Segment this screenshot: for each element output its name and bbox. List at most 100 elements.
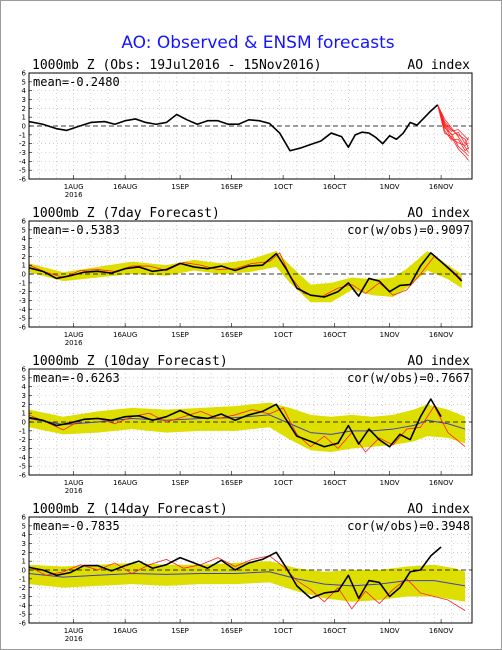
ensmean-line: [28, 571, 466, 587]
y-tick-label: 1: [22, 114, 26, 122]
correlation-label: cor(w/obs)=0.7667: [347, 371, 470, 385]
y-tick-label: 5: [22, 78, 26, 86]
y-tick-label: -3: [19, 445, 26, 453]
forecast-member-line: [437, 104, 469, 153]
y-tick-label: -5: [19, 463, 26, 471]
x-tick-label: 16NOV: [429, 627, 454, 635]
x-tick-label: 1OCT: [274, 331, 294, 339]
y-tick-label: 1: [22, 410, 26, 418]
y-tick-label: 4: [22, 87, 27, 95]
y-tick-label: 6: [22, 70, 27, 78]
y-tick-label: -4: [19, 306, 27, 314]
forecast-member-line: [437, 104, 469, 146]
x-tick-label: 16NOV: [429, 331, 454, 339]
panel-4: 1000mb Z (14day Forecast) AO index mean=-0…: [19, 502, 473, 643]
x-tick-label: 16AUG: [113, 627, 137, 635]
x-tick-label: 1NOV: [380, 479, 400, 487]
y-tick-label: 0: [22, 271, 26, 279]
panel-title: 1000mb Z (10day Forecast): [32, 354, 228, 369]
panel-title: 1000mb Z (7day Forecast): [32, 206, 220, 221]
x-tick-label: 16AUG: [113, 479, 137, 487]
y-tick-label: 0: [22, 567, 26, 575]
y-tick-label: -1: [19, 131, 26, 139]
observed-line: [28, 398, 442, 448]
x-tick-label: 16OCT: [323, 183, 347, 191]
observed-line: [28, 546, 442, 600]
panel-3: 1000mb Z (10day Forecast) AO index mean=-0…: [19, 354, 473, 495]
y-tick-label: 2: [22, 401, 26, 409]
x-tick-label: 16SEP: [221, 183, 243, 191]
y-tick-label: 3: [22, 96, 26, 104]
forecast-member-line: [437, 104, 469, 141]
y-tick-label: -5: [19, 611, 26, 619]
x-tick-label: 1OCT: [274, 627, 294, 635]
forecast-line: [28, 252, 462, 298]
panel-index-label: AO index: [407, 58, 470, 73]
mean-label: mean=-0.2480: [33, 75, 120, 89]
y-tick-label: -2: [19, 288, 26, 296]
forecast-line: [28, 405, 466, 453]
y-tick-label: -6: [19, 176, 27, 184]
y-tick-label: 6: [22, 514, 27, 522]
y-tick-label: 5: [22, 522, 26, 530]
panel-title: 1000mb Z (14day Forecast): [32, 502, 228, 517]
y-tick-label: -3: [19, 149, 26, 157]
x-tick-label: 1SEP: [171, 479, 189, 487]
x-year-label: 2016: [65, 191, 83, 199]
y-tick-label: 0: [22, 419, 26, 427]
y-tick-label: -5: [19, 315, 26, 323]
x-tick-label: 1NOV: [380, 627, 400, 635]
mean-label: mean=-0.7835: [33, 519, 120, 533]
x-tick-label: 16SEP: [221, 627, 243, 635]
y-tick-label: -1: [19, 575, 26, 583]
y-tick-label: -4: [19, 158, 27, 166]
mean-label: mean=-0.6263: [33, 371, 120, 385]
figure-title: AO: Observed & ENSM forecasts: [121, 33, 394, 53]
y-tick-label: 2: [22, 549, 26, 557]
x-tick-label: 16SEP: [221, 331, 243, 339]
x-tick-label: 1AUG: [64, 479, 84, 487]
correlation-label: cor(w/obs)=0.9097: [347, 223, 470, 237]
y-tick-label: 4: [22, 531, 27, 539]
x-tick-label: 16AUG: [113, 331, 137, 339]
x-tick-label: 1AUG: [64, 183, 84, 191]
x-tick-label: 16OCT: [323, 331, 347, 339]
y-tick-label: -5: [19, 167, 26, 175]
y-tick-label: -6: [19, 324, 27, 332]
x-tick-label: 1SEP: [171, 183, 189, 191]
y-tick-label: -1: [19, 427, 26, 435]
y-tick-label: -4: [19, 454, 27, 462]
x-tick-label: 1NOV: [380, 183, 400, 191]
y-tick-label: 5: [22, 226, 26, 234]
x-year-label: 2016: [65, 635, 83, 643]
y-tick-label: -4: [19, 602, 27, 610]
y-tick-label: -6: [19, 620, 27, 628]
x-tick-label: 16OCT: [323, 627, 347, 635]
y-tick-label: -1: [19, 279, 26, 287]
y-tick-label: 4: [22, 383, 27, 391]
y-tick-label: -3: [19, 593, 26, 601]
observed-line: [28, 104, 439, 152]
x-tick-label: 1OCT: [274, 183, 294, 191]
x-tick-label: 1AUG: [64, 627, 84, 635]
y-tick-label: 3: [22, 392, 26, 400]
y-tick-label: 3: [22, 244, 26, 252]
x-tick-label: 16SEP: [221, 479, 243, 487]
y-tick-label: 2: [22, 253, 26, 261]
mean-label: mean=-0.5383: [33, 223, 120, 237]
y-tick-label: 6: [22, 366, 27, 374]
x-year-label: 2016: [65, 339, 83, 347]
panel-2: 1000mb Z (7day Forecast) AO index mean=-0.…: [19, 206, 473, 347]
y-tick-label: -2: [19, 436, 26, 444]
panel-index-label: AO index: [407, 354, 470, 369]
x-tick-label: 16AUG: [113, 183, 137, 191]
x-tick-label: 1AUG: [64, 331, 84, 339]
y-tick-label: 6: [22, 218, 27, 226]
observed-line: [28, 252, 463, 298]
x-tick-label: 16NOV: [429, 479, 454, 487]
forecast-member-line: [437, 104, 469, 161]
y-tick-label: -3: [19, 297, 26, 305]
panel-index-label: AO index: [407, 206, 470, 221]
y-tick-label: 2: [22, 105, 26, 113]
